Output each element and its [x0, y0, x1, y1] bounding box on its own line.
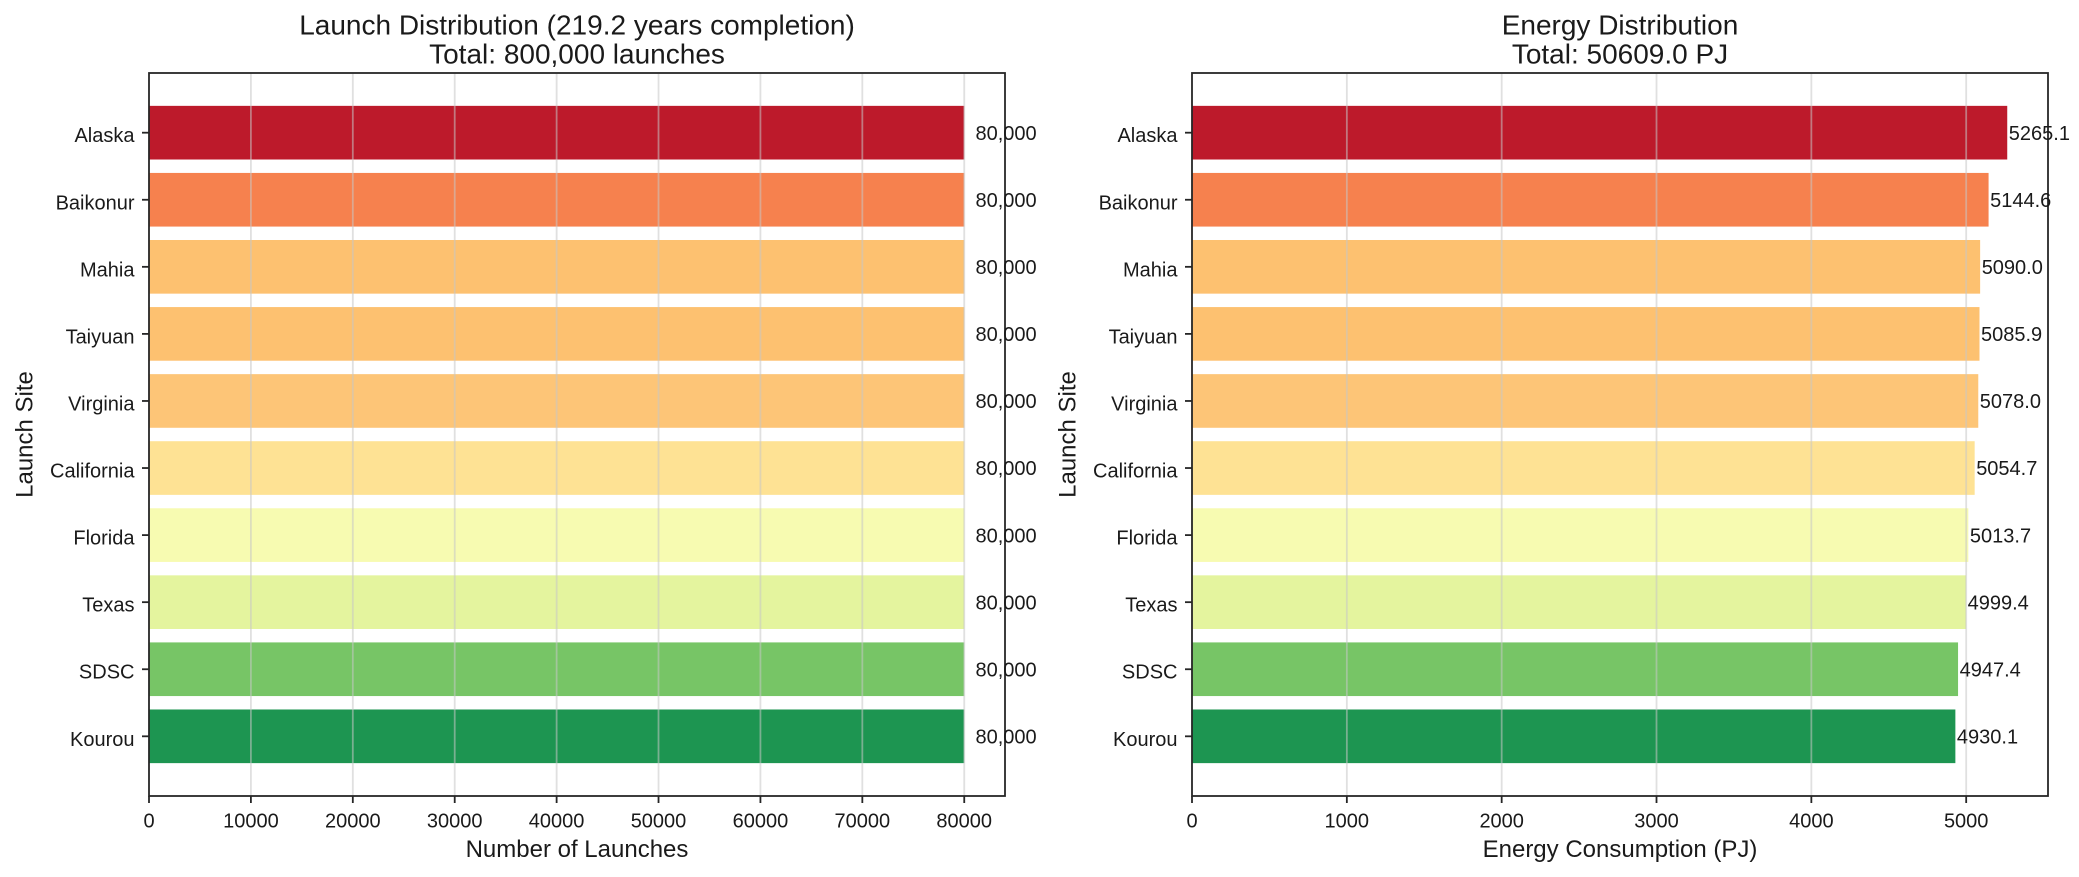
- svg-text:10000: 10000: [223, 811, 279, 833]
- svg-text:80,000: 80,000: [976, 324, 1037, 346]
- svg-text:40000: 40000: [529, 811, 585, 833]
- svg-text:Total: 800,000 launches: Total: 800,000 launches: [429, 39, 725, 70]
- svg-text:Launch Site: Launch Site: [1055, 371, 1082, 498]
- svg-text:80,000: 80,000: [976, 592, 1037, 614]
- svg-text:5013.7: 5013.7: [1970, 525, 2031, 547]
- svg-text:Kourou: Kourou: [1113, 729, 1178, 751]
- svg-text:80000: 80000: [936, 811, 992, 833]
- svg-text:4999.4: 4999.4: [1968, 592, 2029, 614]
- svg-text:4000: 4000: [1789, 811, 1834, 833]
- svg-text:80,000: 80,000: [976, 190, 1037, 212]
- svg-text:Taiyuan: Taiyuan: [1109, 326, 1178, 348]
- svg-text:20000: 20000: [325, 811, 381, 833]
- svg-text:Alaska: Alaska: [1117, 125, 1178, 147]
- svg-text:Virginia: Virginia: [1111, 394, 1178, 416]
- svg-text:5054.7: 5054.7: [1976, 458, 2037, 480]
- svg-text:Virginia: Virginia: [68, 394, 135, 416]
- svg-text:4930.1: 4930.1: [1957, 727, 2018, 749]
- svg-text:1000: 1000: [1325, 811, 1370, 833]
- svg-text:California: California: [50, 461, 135, 483]
- svg-text:2000: 2000: [1479, 811, 1524, 833]
- svg-text:SDSC: SDSC: [79, 662, 135, 684]
- svg-text:80,000: 80,000: [976, 458, 1037, 480]
- svg-text:5085.9: 5085.9: [1981, 324, 2042, 346]
- svg-text:Baikonur: Baikonur: [56, 192, 135, 214]
- svg-text:Mahia: Mahia: [80, 259, 135, 281]
- svg-text:Florida: Florida: [73, 528, 135, 550]
- svg-text:Energy Consumption (PJ): Energy Consumption (PJ): [1483, 836, 1758, 863]
- svg-text:5144.6: 5144.6: [1990, 190, 2051, 212]
- svg-text:Kourou: Kourou: [70, 729, 135, 751]
- svg-text:Florida: Florida: [1116, 528, 1178, 550]
- svg-text:5090.0: 5090.0: [1982, 257, 2043, 279]
- svg-text:5000: 5000: [1944, 811, 1989, 833]
- svg-text:Launch Distribution (219.2 yea: Launch Distribution (219.2 years complet…: [299, 9, 855, 40]
- svg-text:80,000: 80,000: [976, 525, 1037, 547]
- svg-text:80,000: 80,000: [976, 123, 1037, 145]
- svg-text:Energy Distribution: Energy Distribution: [1502, 9, 1739, 40]
- svg-text:SDSC: SDSC: [1122, 662, 1178, 684]
- svg-text:California: California: [1093, 461, 1178, 483]
- svg-text:4947.4: 4947.4: [1960, 659, 2021, 681]
- svg-text:80,000: 80,000: [976, 659, 1037, 681]
- svg-text:5078.0: 5078.0: [1980, 391, 2041, 413]
- svg-text:Total: 50609.0 PJ: Total: 50609.0 PJ: [1512, 39, 1728, 70]
- svg-text:5265.1: 5265.1: [2009, 123, 2070, 145]
- svg-text:50000: 50000: [631, 811, 687, 833]
- svg-text:30000: 30000: [427, 811, 483, 833]
- svg-text:80,000: 80,000: [976, 391, 1037, 413]
- svg-text:80,000: 80,000: [976, 727, 1037, 749]
- svg-text:Mahia: Mahia: [1123, 259, 1178, 281]
- svg-text:Alaska: Alaska: [74, 125, 135, 147]
- svg-text:0: 0: [1186, 811, 1197, 833]
- svg-text:0: 0: [143, 811, 154, 833]
- svg-text:80,000: 80,000: [976, 257, 1037, 279]
- svg-text:60000: 60000: [733, 811, 789, 833]
- svg-text:3000: 3000: [1634, 811, 1679, 833]
- svg-text:70000: 70000: [834, 811, 890, 833]
- svg-text:Texas: Texas: [1125, 595, 1177, 617]
- svg-text:Baikonur: Baikonur: [1099, 192, 1178, 214]
- svg-text:Number of Launches: Number of Launches: [466, 836, 689, 863]
- svg-text:Taiyuan: Taiyuan: [66, 326, 135, 348]
- svg-text:Texas: Texas: [82, 595, 134, 617]
- svg-text:Launch Site: Launch Site: [12, 371, 39, 498]
